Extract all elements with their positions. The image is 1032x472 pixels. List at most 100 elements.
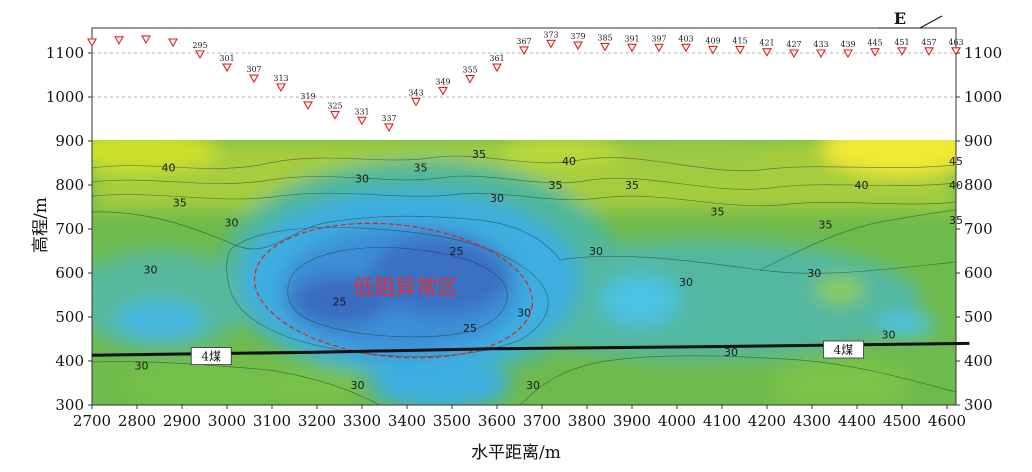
station-marker-32: [951, 47, 961, 56]
coal-seam: 4煤 4煤: [91, 340, 970, 366]
station-marker-18: [573, 41, 583, 51]
station-marker-4: [195, 50, 205, 59]
contour-label-28: 30: [882, 329, 896, 342]
x-axis-ticks: 2700 2800 2900 3000 3100 3200 3300 3400 3500 3600…: [73, 405, 966, 430]
x-tick-label-3200: 3200: [298, 412, 336, 430]
x-tick-label-3900: 3900: [613, 412, 651, 430]
station-marker-6: [249, 74, 259, 84]
station-marker-7: [276, 83, 286, 92]
contour-label-15: 30: [589, 245, 603, 258]
contour-label-21: 35: [711, 205, 725, 218]
station-label-343: 343: [408, 88, 423, 97]
station-label-403: 403: [678, 34, 693, 43]
direction-arrowhead: [919, 15, 943, 29]
x-tick-label-3500: 3500: [433, 412, 471, 430]
station-markers: 295 301 307 313 319 325 331 337 343 349 355 361 367 3…: [87, 30, 964, 133]
station-marker-31: [924, 47, 934, 56]
y-tick-label-left-700: 700: [55, 220, 84, 238]
station-label-337: 337: [381, 114, 396, 123]
station-label-433: 433: [813, 40, 828, 49]
station-marker-22: [681, 43, 691, 53]
contour-label-22: 35: [819, 219, 833, 232]
station-marker-21: [654, 43, 664, 53]
y-tick-label-left-600: 600: [55, 264, 84, 282]
contour-label-9: 30: [490, 192, 504, 205]
station-label-397: 397: [651, 34, 666, 43]
contour-labels: 40 35 30 30 30 30 30 35 35 30 25 25 25 30 30 30 30 30 40 35…: [135, 148, 964, 392]
station-marker-5: [222, 63, 232, 73]
station-marker-23: [708, 45, 718, 55]
x-axis-title: 水平距离/m: [471, 443, 561, 463]
x-tick-label-3000: 3000: [208, 412, 246, 430]
x-tick-label-3300: 3300: [343, 412, 381, 430]
contour-label-19: 35: [549, 179, 563, 192]
station-marker-19: [600, 42, 610, 52]
contour-lines: [92, 155, 956, 405]
station-marker-25: [762, 48, 772, 57]
x-tick-label-4500: 4500: [883, 412, 921, 430]
station-marker-30: [897, 47, 907, 56]
contour-label-10: 25: [450, 245, 464, 258]
station-marker-10: [357, 116, 367, 126]
station-marker-15: [492, 63, 502, 73]
x-tick-label-4400: 4400: [838, 412, 876, 430]
contour-label-18: 40: [562, 155, 576, 168]
coal-label-1: 4煤: [834, 343, 854, 357]
station-label-445: 445: [867, 39, 882, 48]
y-tick-label-left-900: 900: [55, 132, 84, 150]
station-marker-26: [789, 49, 799, 59]
y-tick-label-left-800: 800: [55, 176, 84, 194]
y-tick-label-right-300: 300: [964, 396, 993, 414]
station-label-301: 301: [219, 54, 234, 63]
station-label-451: 451: [894, 38, 909, 47]
y-axis-title: 高程/m: [31, 197, 51, 253]
station-label-325: 325: [327, 102, 342, 111]
y-tick-label-right-700: 700: [964, 220, 993, 238]
x-tick-label-4000: 4000: [658, 412, 696, 430]
contour-label-8: 35: [472, 148, 486, 161]
station-marker-24: [735, 45, 745, 55]
direction-label: E: [894, 9, 906, 28]
field-blobs: [92, 140, 956, 405]
x-tick-label-4300: 4300: [793, 412, 831, 430]
x-tick-label-3800: 3800: [568, 412, 606, 430]
x-tick-label-2800: 2800: [118, 412, 156, 430]
contour-label-17: 30: [724, 346, 738, 359]
coal-seam-line: [91, 341, 970, 357]
x-tick-label-3600: 3600: [478, 412, 516, 430]
contour-label-27: 35: [949, 214, 963, 227]
contour-label-1: 35: [173, 197, 187, 210]
station-marker-2: [141, 35, 151, 45]
x-tick-label-3700: 3700: [523, 412, 561, 430]
x-tick-label-4600: 4600: [928, 412, 966, 430]
station-label-349: 349: [435, 77, 450, 86]
contour-label-14: 30: [526, 379, 540, 392]
station-label-331: 331: [354, 107, 369, 116]
station-label-391: 391: [624, 34, 639, 43]
station-label-415: 415: [732, 36, 747, 45]
station-label-421: 421: [759, 39, 774, 48]
y-tick-label-right-500: 500: [964, 308, 993, 326]
station-label-319: 319: [300, 92, 315, 101]
direction-indicator: E: [878, 9, 943, 29]
station-marker-9: [330, 111, 340, 120]
y-tick-label-left-500: 500: [55, 308, 84, 326]
contour-label-12: 25: [463, 322, 477, 335]
x-tick-label-2700: 2700: [73, 412, 111, 430]
y-tick-label-right-900: 900: [964, 132, 993, 150]
station-marker-8: [303, 101, 313, 111]
contour-label-5: 30: [351, 379, 365, 392]
station-marker-12: [411, 97, 421, 107]
resistivity-field: [92, 140, 956, 405]
anomaly-ellipse: [253, 222, 534, 359]
station-marker-20: [627, 43, 637, 53]
anomaly-zone: 低阻异常区: [253, 222, 534, 359]
station-label-409: 409: [705, 36, 720, 45]
contour-label-13: 30: [517, 307, 531, 320]
contour-label-4: 30: [135, 359, 149, 372]
station-marker-14: [465, 74, 475, 84]
x-tick-label-4100: 4100: [703, 412, 741, 430]
contour-label-16: 30: [679, 276, 693, 289]
